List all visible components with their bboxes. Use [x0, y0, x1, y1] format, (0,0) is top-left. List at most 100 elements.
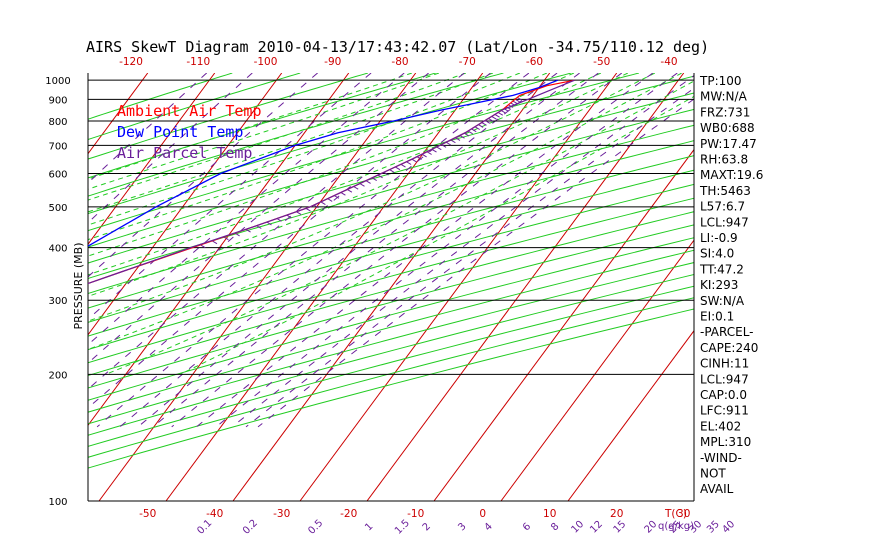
index-row: NOT [700, 467, 726, 481]
isotherm-line [567, 329, 694, 501]
cape-hatch-line [371, 177, 377, 182]
cape-hatch-line [467, 130, 473, 135]
index-row: TH:5463 [699, 184, 751, 198]
isotherm-line [98, 73, 417, 501]
temperature-tick-label: -50 [139, 508, 156, 520]
cape-hatch-line [256, 225, 262, 229]
cape-hatch-line [245, 228, 251, 233]
top-temperature-tick-label: -100 [254, 56, 278, 68]
moist-adiabat [179, 95, 694, 375]
cape-hatch-line [340, 191, 346, 196]
dry-adiabat [88, 169, 694, 337]
pressure-tick-label: 600 [48, 170, 67, 181]
cape-hatch-line [346, 188, 353, 193]
index-row: PW:17.47 [700, 137, 757, 151]
cape-hatch-line [305, 207, 311, 212]
series-line-0 [88, 79, 575, 285]
cape-hatch-line [478, 124, 484, 128]
cape-hatch-line [359, 183, 365, 187]
moist-adiabat [88, 73, 548, 241]
dry-adiabat [88, 73, 233, 120]
index-row: CINH:11 [700, 357, 749, 371]
cape-hatch-line [333, 195, 340, 199]
cape-hatch-line [436, 146, 442, 151]
dry-adiabat [88, 308, 694, 469]
index-row: CAPE:240 [700, 341, 758, 355]
dry-adiabat [88, 124, 694, 295]
mixing-ratio-line [231, 75, 694, 428]
isotherm-line [0, 73, 14, 501]
mixing-ratio-label: 3 [456, 521, 468, 533]
isotherm-line [88, 73, 350, 427]
index-row: SI:4.0 [700, 247, 734, 261]
index-row: MPL:310 [700, 435, 751, 449]
mixing-ratio-label: 8 [549, 521, 561, 533]
cape-hatch-line [411, 158, 417, 163]
pressure-tick-label: 200 [48, 370, 67, 381]
cape-hatch-line [395, 166, 401, 171]
dry-adiabat [88, 197, 694, 364]
isotherm-line [500, 239, 694, 501]
dry-adiabat [88, 92, 694, 264]
mixing-ratio-unit-label: q(g/kg) [658, 521, 694, 532]
mixing-ratio-label: 1.5 [393, 518, 412, 537]
mixing-ratio-label: 40 [720, 519, 737, 536]
cape-hatch-line [327, 198, 333, 202]
cape-hatch-line [426, 151, 432, 155]
cape-hatch-line [212, 240, 218, 245]
temperature-tick-label: -10 [407, 508, 424, 520]
mixing-ratio-line [215, 73, 678, 428]
index-row: KI:293 [700, 278, 738, 292]
bottom-temperature-tick-labels: -50 -40 -30 -20 -10 0 10 20 30T(C) [139, 508, 690, 520]
index-row: RH:63.8 [700, 153, 748, 167]
cape-hatch-line [488, 118, 494, 122]
mixing-ratio-label: 15 [612, 519, 629, 536]
pressure-tick-label: 700 [48, 141, 67, 152]
isotherm-line [88, 73, 216, 246]
cape-hatch-line [365, 180, 371, 184]
mixing-ratio-label: 0.2 [241, 518, 260, 537]
mixing-ratio-label: 10 [569, 519, 586, 536]
temperature-tick-label: 20 [610, 508, 623, 520]
profile-series [88, 79, 575, 285]
top-temperature-tick-label: -70 [459, 56, 476, 68]
y-axis-label: PRESSURE (MB) [72, 243, 85, 330]
mixing-ratio-line [137, 73, 580, 428]
index-row: LFC:911 [700, 404, 749, 418]
cape-hatch-line [514, 98, 521, 103]
index-row: MW:N/A [700, 90, 748, 104]
isobar-lines [87, 73, 695, 502]
cape-hatch-line [445, 141, 452, 146]
cape-hatch-line [296, 211, 302, 215]
mixing-ratio-line [152, 73, 599, 428]
legend-entry-0: Ambient Air Temp [117, 102, 262, 120]
mixing-ratio-tick-labels: 0.1 0.2 0.5 1 1.5 2 3 4 6 8 10 12 15 20 25 30 3540q(g/kg… [195, 518, 737, 537]
top-temperature-tick-label: -60 [526, 56, 543, 68]
dry-adiabat [88, 155, 694, 323]
cape-hatch-line [501, 110, 507, 114]
cape-hatch-line [441, 144, 447, 148]
cape-hatch-line [353, 186, 359, 190]
mixing-ratio-label: 35 [705, 519, 722, 536]
mixing-ratio-line [257, 98, 694, 428]
index-row: L57:6.7 [700, 200, 745, 214]
cape-hatch-line [431, 148, 437, 153]
top-temperature-tick-labels: -120 -110 -100 -90 -80 -70 -60 -50 -40 [119, 56, 678, 68]
index-row: SW:N/A [700, 294, 745, 308]
mixing-ratio-line [88, 73, 208, 184]
mixing-ratio-line [196, 73, 654, 428]
cape-hatch-line [464, 132, 470, 137]
dry-adiabat [88, 297, 694, 458]
index-row: LCL:947 [700, 372, 749, 386]
mixing-ratio-line [88, 73, 253, 224]
dry-adiabat [88, 273, 694, 436]
mixing-ratio-line [88, 73, 405, 346]
mixing-ratio-line [96, 73, 530, 428]
mixing-ratio-label: 2 [421, 521, 433, 533]
cape-hatch-line [497, 112, 504, 116]
mixing-ratio-line [119, 73, 558, 428]
cape-hatch-line [383, 171, 389, 176]
cape-hatch-line [421, 153, 427, 158]
cape-hatch-line [505, 106, 512, 110]
